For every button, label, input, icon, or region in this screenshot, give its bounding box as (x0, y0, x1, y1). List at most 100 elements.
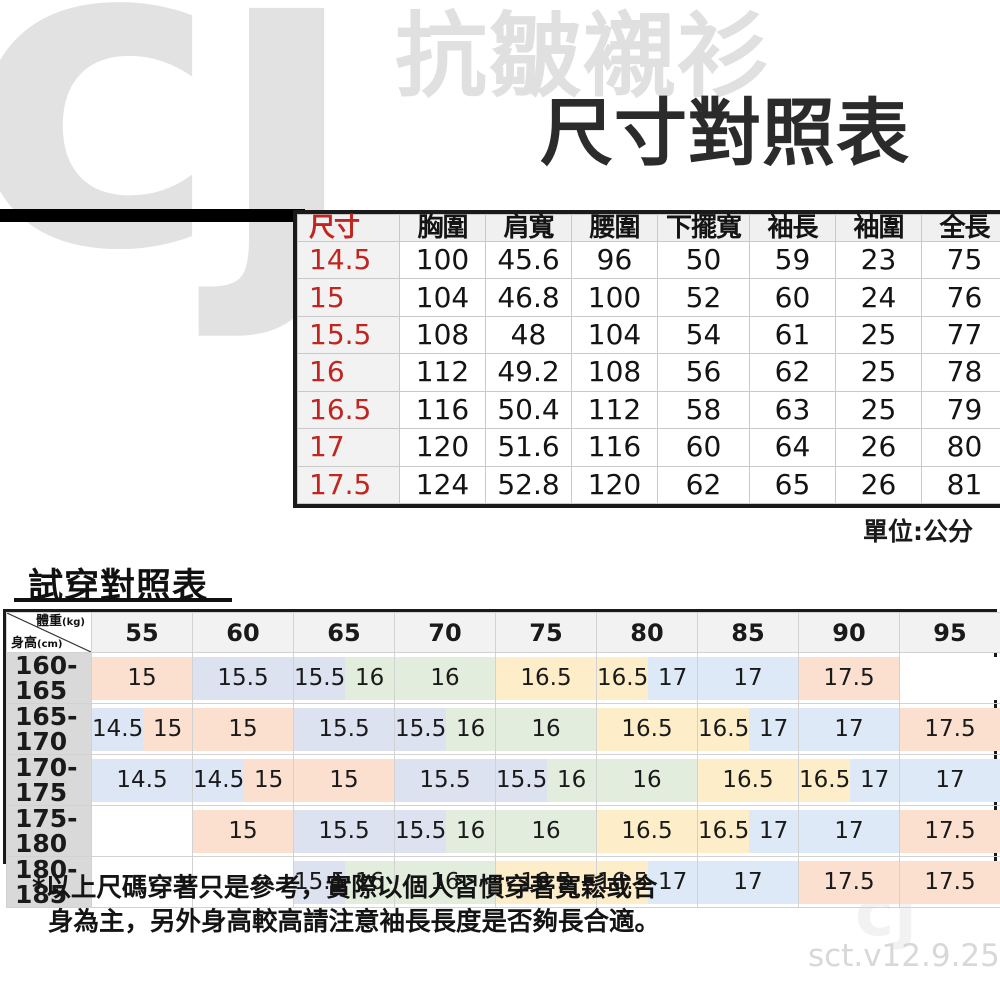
size-table-cell: 23 (835, 240, 922, 280)
size-table-cell: 100 (571, 278, 658, 317)
fit-table-row: 170-175 14.5 14.5 15 15 15.5 15.5 16 16 16.5 16.5 1… (6, 754, 1000, 806)
size-table-body: 14.5 100 45.6 96 50 59 23 75 15 104 46.8 100 52 60 24 7… (297, 240, 1000, 505)
fit-cell-half: 16 (345, 656, 394, 700)
fit-table-cell: 16 (394, 652, 496, 704)
fit-cell-half: 16.5 (597, 860, 649, 904)
size-table-col-header: 腰圍 (571, 214, 658, 242)
fit-cell-value: 16.5 (597, 707, 697, 751)
size-table-cell: 116 (399, 390, 486, 430)
fit-cell-half: 16.5 (698, 707, 750, 751)
fit-table-cell: 14.5 15 (91, 703, 193, 755)
size-table-cell: 116 (571, 428, 658, 467)
fit-table-weight-header: 70 (394, 612, 496, 653)
size-table-row: 14.5 100 45.6 96 50 59 23 75 (297, 240, 1000, 280)
fit-table-cell (91, 805, 193, 857)
size-label: 16.5 (297, 390, 400, 430)
fit-cell-value: 15.5 (294, 707, 394, 751)
fit-cell-value: 16.5 (496, 656, 596, 700)
size-table-col-header: 袖長 (749, 214, 836, 242)
fit-table-cell: 15.5 (293, 703, 395, 755)
fit-table-row: 160-165 15 15.5 15.5 16 16 16.5 16.5 17 17 17.5 (6, 652, 1000, 704)
fit-table-cell: 16.5 (495, 652, 597, 704)
fit-cell-value: 17.5 (799, 860, 899, 904)
size-table-col-header: 袖圍 (835, 214, 922, 242)
fit-table-cell: 16 (495, 703, 597, 755)
fit-cell-value: 17.5 (900, 809, 1000, 853)
size-table-cell: 108 (399, 315, 486, 355)
fit-cell-value: 15 (92, 656, 192, 700)
fit-cell-value: 17 (900, 758, 1000, 802)
fit-table-cell: 15.5 16 (293, 652, 395, 704)
fit-cell-half: 15 (143, 707, 192, 751)
fit-cell-half: 15 (244, 758, 293, 802)
fit-cell-half: 15.5 (395, 707, 447, 751)
fit-table-cell: 16.5 17 (697, 703, 799, 755)
fit-table-weight-header: 95 (899, 612, 1000, 653)
fit-cell-value: 15 (193, 707, 293, 751)
size-table-cell: 60 (749, 278, 836, 317)
fit-cell-half: 15.5 (496, 758, 548, 802)
size-table-cell: 58 (657, 390, 750, 430)
fit-cell-value: 15 (294, 758, 394, 802)
fit-cell-value: 15.5 (294, 809, 394, 853)
size-label: 14.5 (297, 240, 400, 280)
fit-cell-half: 14.5 (193, 758, 245, 802)
fit-table-cell: 17 (798, 703, 900, 755)
fit-table-cell: 16.5 17 (596, 652, 698, 704)
size-table-cell: 64 (749, 428, 836, 467)
fit-table-cell (192, 856, 294, 908)
fit-table-cell (91, 856, 193, 908)
size-table-cell: 25 (835, 390, 922, 430)
size-table-cell: 65 (749, 465, 836, 505)
fit-table-cell: 15.5 (293, 805, 395, 857)
size-table-row: 17.5 124 52.8 120 62 65 26 81 (297, 465, 1000, 505)
fit-table-cell (899, 652, 1000, 704)
fit-table-cell: 16 (495, 805, 597, 857)
footnote-line-1: *以上尺碼穿著只是參考，實際以個人習慣穿著寬鬆或合 (32, 873, 658, 903)
fit-table-body: 160-165 15 15.5 15.5 16 16 16.5 16.5 17 17 17.5 165… (6, 652, 1000, 908)
fit-cell-half: 17 (648, 860, 697, 904)
fit-cell-value: 17 (799, 809, 899, 853)
fit-cell-value (92, 860, 192, 904)
fit-cell-value: 15.5 (395, 758, 495, 802)
size-table-col-header: 尺寸 (297, 214, 400, 242)
fit-cell-half: 16 (345, 860, 394, 904)
fit-cell-value: 17 (799, 707, 899, 751)
size-table-col-header: 全長 (921, 214, 1000, 242)
fit-cell-value: 17.5 (799, 656, 899, 700)
size-table-cell: 77 (921, 315, 1000, 355)
fit-table-cell: 17.5 (798, 652, 900, 704)
fit-cell-value: 15 (193, 809, 293, 853)
size-table-cell: 49.2 (485, 353, 572, 392)
fit-table-row: 175-180 15 15.5 15.5 16 16 16.5 16.5 17 17 17.5 (6, 805, 1000, 857)
fit-table-height-label: 170-175 (6, 754, 92, 806)
fit-table-cell: 16 (596, 754, 698, 806)
fit-cell-half: 17 (749, 809, 798, 853)
fit-cell-half: 15.5 (395, 809, 447, 853)
size-table-cell: 63 (749, 390, 836, 430)
size-table-cell: 78 (921, 353, 1000, 392)
fit-cell-half: 16.5 (597, 656, 649, 700)
fit-cell-half: 17 (648, 656, 697, 700)
fit-table-cell: 16.5 17 (697, 805, 799, 857)
fit-cell-half: 17 (749, 707, 798, 751)
size-label: 17 (297, 428, 400, 467)
fit-table-container: 體重(kg) 身高(cm) 55 60 65 70 75 80 85 90 95 160-165 15… (3, 609, 1000, 908)
fit-cell-value: 16.5 (496, 860, 596, 904)
size-table-header-row: 尺寸 胸圍 肩寬 腰圍 下擺寬 袖長 袖圍 全長 (297, 214, 1000, 242)
fit-table-cell: 15.5 16 (394, 805, 496, 857)
size-label: 16 (297, 353, 400, 392)
size-table-cell: 79 (921, 390, 1000, 430)
size-table-row: 16.5 116 50.4 112 58 63 25 79 (297, 390, 1000, 430)
size-table-cell: 24 (835, 278, 922, 317)
size-table-container: 尺寸 胸圍 肩寬 腰圍 下擺寬 袖長 袖圍 全長 14.5 100 45.6 96 50 59 23 75 1… (293, 210, 1000, 508)
fit-table-cell: 15.5 16 (394, 703, 496, 755)
fit-section-title-underline (14, 598, 232, 602)
size-table-row: 15 104 46.8 100 52 60 24 76 (297, 278, 1000, 317)
size-table-col-header: 下擺寬 (657, 214, 750, 242)
size-table-cell: 112 (399, 353, 486, 392)
size-table-row: 17 120 51.6 116 60 64 26 80 (297, 428, 1000, 467)
size-table-cell: 50 (657, 240, 750, 280)
size-table-cell: 80 (921, 428, 1000, 467)
